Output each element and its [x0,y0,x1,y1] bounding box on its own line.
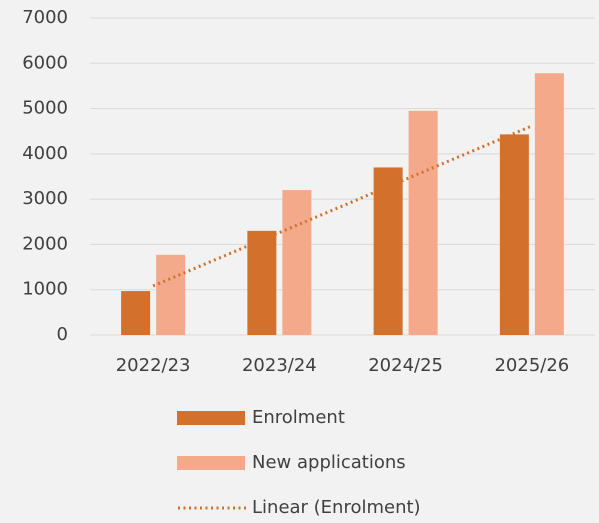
bar [499,134,529,335]
bar [282,190,312,335]
bar [156,254,186,335]
legend-swatch [177,411,245,425]
y-tick-label: 0 [57,324,68,345]
x-tick-label: 2025/26 [494,355,569,376]
bar [534,73,564,336]
y-tick-label: 2000 [22,233,68,254]
bar [408,110,438,335]
y-tick-label: 3000 [22,188,68,209]
y-tick-label: 7000 [22,7,68,28]
y-tick-label: 1000 [22,279,68,300]
trendline [152,124,533,288]
x-tick-label: 2023/24 [242,355,317,376]
bar [121,291,151,335]
y-tick-label: 6000 [22,52,68,73]
legend-label: Enrolment [252,407,345,428]
y-tick-label: 5000 [22,98,68,119]
legend-swatch [177,456,245,470]
legend-label: New applications [252,452,406,473]
bar [247,230,277,335]
y-tick-label: 4000 [22,143,68,164]
legend-label: Linear (Enrolment) [252,497,421,518]
x-tick-label: 2022/23 [116,355,191,376]
bar [373,167,403,335]
x-tick-label: 2024/25 [368,355,443,376]
